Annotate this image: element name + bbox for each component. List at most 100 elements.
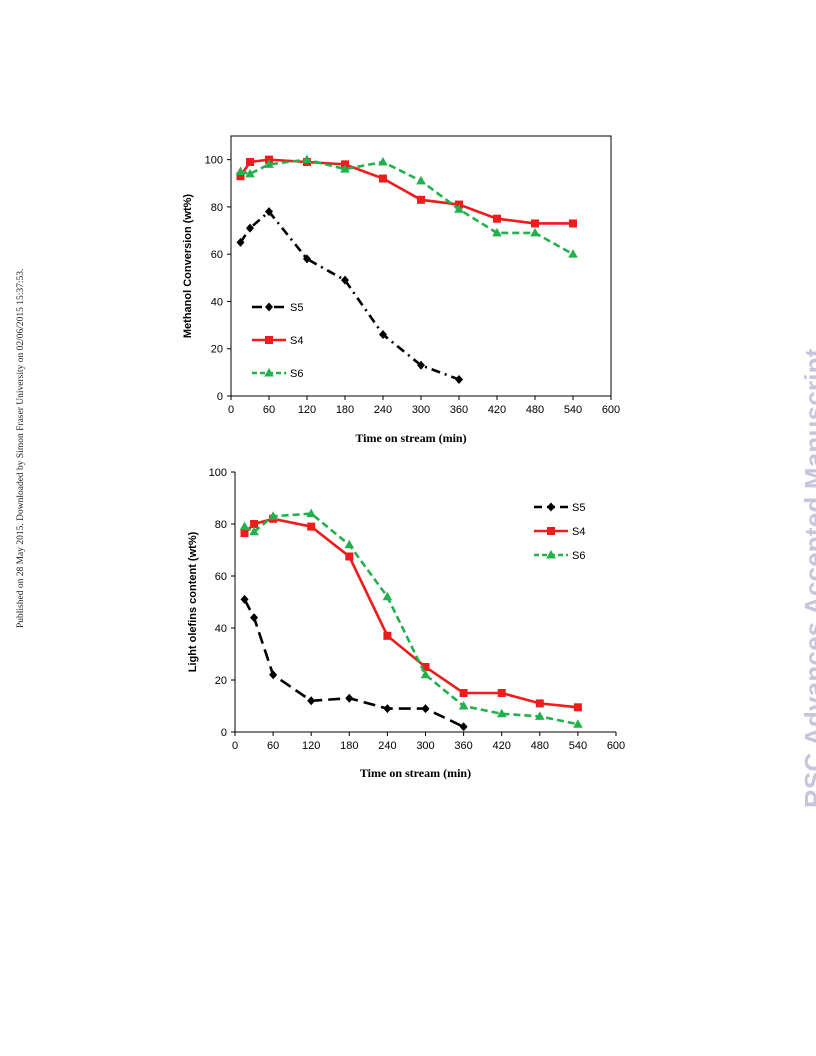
data-point — [383, 704, 392, 714]
data-point — [496, 708, 507, 718]
x-tick-label: 300 — [416, 740, 434, 752]
legend-label: S4 — [572, 526, 585, 538]
y-tick-label: 80 — [215, 519, 227, 531]
series-s5 — [240, 594, 468, 732]
plot-frame — [230, 135, 612, 397]
data-point — [569, 219, 577, 228]
legend-label: S5 — [572, 502, 585, 514]
legend-label: S6 — [290, 368, 303, 380]
data-point — [235, 166, 246, 175]
x-tick-label: 300 — [412, 404, 430, 416]
series-line — [243, 598, 465, 728]
legend: S5 S4 S6 — [534, 502, 585, 562]
data-point — [531, 219, 539, 228]
x-tick-label: 420 — [488, 404, 506, 416]
data-point — [269, 670, 278, 680]
data-point — [492, 227, 502, 237]
data-point — [382, 591, 393, 601]
data-point — [459, 689, 468, 697]
x-tick-label: 60 — [263, 404, 275, 416]
data-point — [236, 237, 245, 247]
series-s4 — [236, 155, 577, 228]
legend-marker — [265, 336, 273, 344]
series-s6 — [235, 154, 578, 258]
y-tick-label: 0 — [221, 727, 227, 739]
y-tick-label: 20 — [215, 675, 227, 687]
data-point — [302, 154, 312, 164]
y-tick-label: 100 — [209, 467, 227, 479]
data-point — [421, 663, 430, 671]
x-tick-label: 360 — [454, 740, 472, 752]
x-tick-label: 540 — [564, 404, 582, 416]
data-point — [493, 214, 501, 223]
x-axis-label: Time on stream (min) — [360, 766, 471, 780]
data-point — [421, 704, 430, 714]
data-point — [568, 249, 578, 258]
data-point — [306, 508, 316, 518]
data-point — [535, 711, 545, 720]
x-tick-label: 240 — [378, 740, 396, 752]
x-tick-label: 180 — [336, 404, 354, 416]
series-s5 — [236, 207, 463, 384]
legend-marker — [547, 502, 555, 512]
data-point — [416, 175, 426, 185]
y-axis-label: Methanol Conversion (wt%) — [182, 194, 194, 339]
data-point — [345, 693, 354, 703]
legend-marker — [264, 368, 274, 377]
data-point — [383, 631, 392, 640]
legend-label: S6 — [572, 550, 585, 562]
data-point — [239, 521, 250, 531]
x-tick-label: 0 — [228, 404, 234, 416]
data-point — [245, 168, 255, 178]
chart-1: 0 60 120 180 240 300 360 420 480 540 600 0 20 40 60 80 1… — [182, 135, 620, 445]
data-point — [573, 703, 582, 712]
x-tick-label: 600 — [607, 740, 625, 752]
data-point — [455, 374, 463, 384]
data-point — [307, 522, 316, 531]
data-point — [268, 511, 278, 520]
legend-marker — [546, 550, 556, 559]
legend-marker — [547, 527, 555, 535]
data-point — [573, 719, 583, 728]
data-point — [307, 696, 316, 706]
x-tick-label: 0 — [232, 740, 238, 752]
x-tick-label: 420 — [493, 740, 511, 752]
data-point — [240, 594, 249, 604]
data-point — [454, 204, 464, 213]
data-point — [303, 254, 311, 264]
data-point — [236, 172, 245, 181]
y-tick-label: 100 — [205, 155, 223, 167]
data-point — [249, 526, 259, 536]
series-s6 — [239, 508, 583, 728]
legend: S5 S4 S6 — [252, 302, 303, 380]
data-point — [240, 529, 249, 538]
chart-2: 0 60 120 180 240 300 360 420 480 540 600 0 20 40 60 80 1… — [187, 467, 625, 780]
series-line — [243, 517, 579, 709]
data-point — [379, 330, 387, 340]
legend-marker — [265, 302, 273, 312]
x-tick-label: 60 — [267, 740, 279, 752]
y-tick-label: 0 — [217, 391, 223, 403]
data-point — [246, 223, 254, 233]
legend-label: S4 — [290, 335, 303, 347]
x-tick-label: 480 — [531, 740, 549, 752]
data-point — [265, 207, 273, 217]
data-point — [420, 669, 431, 679]
x-tick-label: 480 — [526, 404, 544, 416]
y-tick-label: 80 — [211, 202, 223, 214]
data-point — [459, 722, 468, 732]
x-tick-label: 120 — [302, 740, 320, 752]
y-tick-label: 60 — [211, 249, 223, 261]
data-point — [344, 539, 355, 549]
data-point — [530, 227, 540, 237]
x-tick-label: 600 — [602, 404, 620, 416]
data-point — [250, 613, 259, 623]
series-line — [243, 512, 579, 726]
data-point — [417, 195, 425, 204]
x-tick-label: 180 — [340, 740, 358, 752]
y-axis-label: Light olefins content (wt%) — [187, 531, 199, 672]
data-point — [250, 520, 259, 528]
series-s4 — [240, 514, 582, 712]
series-line — [239, 158, 573, 225]
